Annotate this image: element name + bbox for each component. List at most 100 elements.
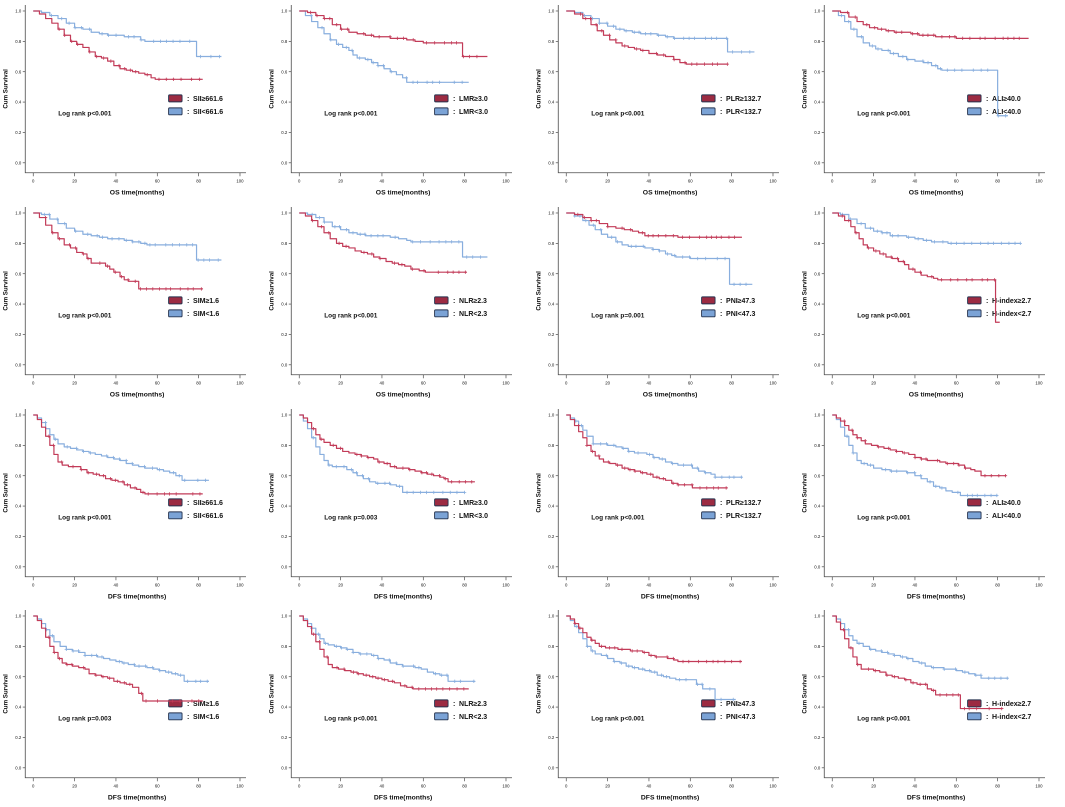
y-tick-label: 0.8: [814, 39, 821, 44]
log-rank-label: Log rank p<0.001: [58, 110, 112, 117]
legend-colon: :: [720, 109, 722, 116]
axes-spines: [24, 4, 246, 174]
x-tick-label: 20: [72, 784, 77, 789]
survival-curve-low: [565, 212, 752, 285]
x-tick-label: 40: [114, 582, 119, 587]
y-tick-label: 0.6: [814, 69, 821, 74]
y-tick-label: 0.4: [282, 705, 289, 710]
legend-swatch: [700, 309, 716, 318]
legend-swatch: [434, 107, 449, 116]
legend-swatch: [168, 94, 183, 103]
x-tick-label: 0: [298, 178, 301, 183]
km-plot-svg: 0.0 0.2 0.4 0.6 0.8 1.0 0 20 40 60 80 100 Cum Surviv…: [2, 408, 246, 600]
y-tick-label: 0.2: [15, 534, 22, 539]
legend-colon: :: [986, 701, 988, 708]
legend-label: PNI<47.3: [726, 714, 755, 721]
km-plot-svg: 0.0 0.2 0.4 0.6 0.8 1.0 0 20 40 60 80 100 Cum Surviv…: [801, 206, 1045, 398]
y-tick-label: 1.0: [15, 9, 22, 14]
x-tick-label: 0: [831, 582, 834, 587]
censor-marks-low: [309, 13, 465, 84]
y-tick-label: 0.8: [814, 442, 821, 447]
y-axis-label: Cum Survival: [269, 271, 276, 311]
survival-curve-high: [565, 413, 728, 488]
km-panel-dfs-sii: 0.0 0.2 0.4 0.6 0.8 1.0 0 20 40 60 80 100 Cum Surviv…: [0, 404, 266, 606]
legend-colon: :: [986, 513, 988, 520]
x-tick-label: 20: [871, 380, 876, 385]
y-tick-label: 0.2: [15, 332, 22, 337]
legend-swatch: [168, 510, 183, 519]
survival-curve-low: [33, 615, 209, 683]
x-tick-label: 100: [769, 178, 777, 183]
survival-curve-low: [831, 212, 1021, 244]
y-tick-label: 0.6: [814, 473, 821, 478]
y-tick-label: 1.0: [814, 9, 821, 14]
x-tick-label: 100: [769, 582, 777, 587]
legend-colon: :: [720, 96, 722, 103]
legend-label: SII≥661.6: [193, 96, 223, 103]
censor-marks-high: [845, 10, 1021, 41]
km-panel-dfs-plr: 0.0 0.2 0.4 0.6 0.8 1.0 0 20 40 60 80 100 Cum Surviv…: [533, 404, 799, 606]
x-tick-label: 100: [236, 784, 244, 789]
log-rank-label: Log rank p=0.003: [58, 716, 112, 723]
y-tick-label: 0.8: [15, 39, 22, 44]
legend-swatch: [434, 94, 449, 103]
legend-colon: :: [453, 701, 455, 708]
legend-label: PNI<47.3: [726, 311, 755, 318]
survival-curve-low: [33, 212, 222, 261]
y-tick-label: 0.2: [282, 735, 289, 740]
y-tick-label: 0.6: [15, 473, 22, 478]
x-tick-label: 20: [871, 582, 876, 587]
y-tick-label: 1.0: [15, 614, 22, 619]
y-tick-label: 0.6: [814, 675, 821, 680]
legend-label: SIM≥1.6: [193, 701, 219, 708]
survival-curve-high: [831, 615, 1002, 710]
axes-spines: [557, 4, 779, 174]
log-rank-label: Log rank p<0.001: [591, 110, 645, 117]
survival-curve-low: [299, 10, 469, 83]
survival-curve-low: [299, 413, 465, 493]
x-tick-label: 100: [236, 582, 244, 587]
survival-curve-low: [565, 615, 736, 701]
legend-label: PLR≥132.7: [726, 96, 761, 103]
y-tick-label: 0.8: [548, 644, 555, 649]
censor-marks-low: [574, 625, 735, 702]
x-axis-label: DFS time(months): [108, 795, 166, 802]
y-tick-label: 0.0: [282, 160, 289, 165]
y-tick-label: 0.4: [814, 100, 821, 105]
survival-curve-high: [299, 615, 469, 690]
x-tick-label: 60: [954, 178, 959, 183]
log-rank-label: Log rank p<0.001: [591, 716, 645, 723]
y-tick-label: 1.0: [15, 412, 22, 417]
y-axis-label: Cum Survival: [269, 674, 276, 714]
x-tick-label: 80: [196, 582, 201, 587]
legend-colon: :: [986, 109, 988, 116]
y-tick-label: 0.6: [15, 675, 22, 680]
x-axis-label: OS time(months): [110, 189, 165, 196]
axes-spines: [24, 206, 246, 375]
legend-colon: :: [187, 714, 189, 721]
log-rank-label: Log rank p<0.001: [857, 110, 911, 117]
km-plot-svg: 0.0 0.2 0.4 0.6 0.8 1.0 0 20 40 60 80 100 Cum Surviv…: [269, 610, 513, 802]
y-tick-label: 1.0: [548, 412, 555, 417]
x-tick-label: 40: [646, 380, 651, 385]
legend-colon: :: [986, 714, 988, 721]
legend-label: H-index≥2.7: [992, 701, 1031, 708]
km-panel-os-h-index: 0.0 0.2 0.4 0.6 0.8 1.0 0 20 40 60 80 100 Cum Surviv…: [799, 202, 1065, 404]
legend-colon: :: [453, 513, 455, 520]
y-tick-label: 0.4: [282, 100, 289, 105]
x-tick-label: 40: [646, 784, 651, 789]
axes-spines: [24, 610, 246, 779]
survival-curve-high: [831, 10, 1029, 39]
x-tick-label: 20: [605, 582, 610, 587]
y-tick-label: 0.8: [15, 442, 22, 447]
censor-marks-low: [310, 212, 483, 259]
y-tick-label: 0.0: [282, 362, 289, 367]
y-tick-label: 1.0: [548, 614, 555, 619]
axes-spines: [823, 206, 1045, 375]
x-tick-label: 0: [831, 784, 834, 789]
y-tick-label: 0.6: [15, 271, 22, 276]
legend-label: LMR≥3.0: [459, 500, 488, 507]
km-panel-os-sii: 0.0 0.2 0.4 0.6 0.8 1.0 0 20 40 60 80 100 Cum Surviv…: [0, 0, 266, 202]
legend-colon: :: [187, 96, 189, 103]
legend-swatch: [434, 296, 449, 305]
